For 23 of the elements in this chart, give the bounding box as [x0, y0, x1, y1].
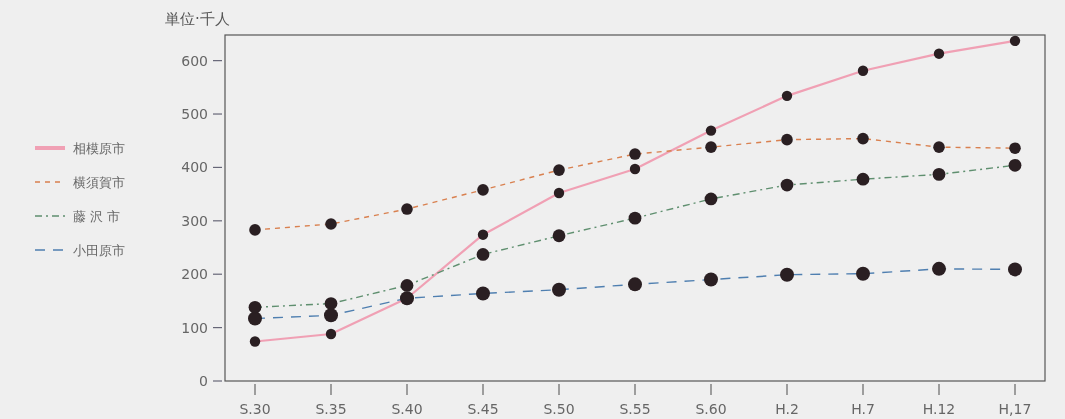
x-tick-label: S.60: [695, 401, 727, 417]
y-tick-label: 100: [181, 319, 208, 336]
x-tick-label: S.30: [239, 401, 271, 417]
y-tick-label: 200: [181, 266, 208, 283]
legend-label: 藤 沢 市: [73, 209, 121, 224]
y-axis-title: 単位·千人: [165, 10, 230, 28]
x-tick-label: S.35: [315, 401, 347, 417]
x-tick-label: H,17: [998, 401, 1032, 417]
y-tick-label: 0: [199, 373, 208, 389]
x-tick-label: S.40: [391, 401, 423, 417]
x-tick-label: S.45: [467, 401, 499, 417]
x-tick-label: H.7: [851, 401, 875, 417]
x-tick-label: H.12: [922, 401, 956, 417]
x-tick-label: S.55: [619, 401, 651, 417]
legend-label: 小田原市: [73, 243, 125, 258]
x-tick-label: H.2: [775, 401, 799, 417]
y-tick-label: 400: [181, 159, 208, 176]
y-tick-label: 300: [181, 212, 208, 229]
legend-label: 相模原市: [73, 141, 125, 156]
legend-label: 横須賀市: [73, 175, 125, 190]
y-tick-label: 500: [181, 106, 208, 123]
y-tick-label: 600: [181, 52, 208, 69]
x-tick-label: S.50: [543, 401, 575, 417]
